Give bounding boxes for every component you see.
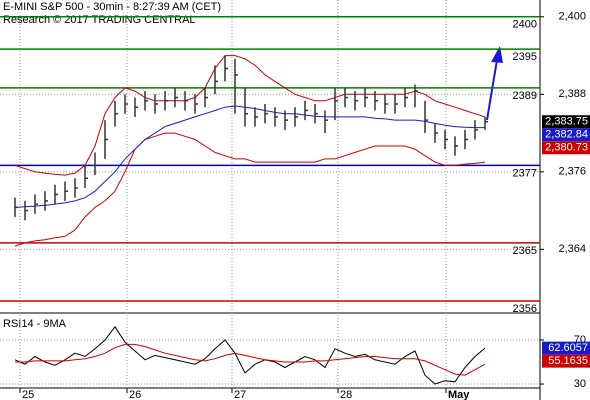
level-label: 2400: [513, 19, 537, 31]
last-value-box: [542, 354, 590, 368]
last-value-box: [542, 141, 590, 155]
series-line: [15, 343, 486, 376]
x-tick-label: 25: [22, 389, 34, 400]
arrow-head: [491, 46, 503, 63]
x-tick-label: May: [448, 389, 470, 400]
arrow-shaft: [486, 59, 498, 121]
y-tick-label: 2,400: [558, 11, 586, 23]
x-tick-label: 27: [234, 389, 246, 400]
last-value-label: 2,383.75: [545, 116, 588, 128]
last-value-label: 2,380.73: [545, 142, 588, 154]
y-tick-label: 2,364: [558, 243, 586, 255]
level-label: 2377: [513, 167, 537, 179]
last-value-label: 2,382.84: [545, 129, 588, 141]
last-value-box: [542, 341, 590, 355]
series-line: [14, 105, 485, 208]
level-label: 2389: [513, 90, 537, 102]
level-label: 2356: [513, 303, 537, 315]
series-line: [14, 325, 486, 385]
last-value-box: [542, 128, 590, 142]
forecast-arrow: [486, 46, 503, 121]
series-line: [14, 132, 486, 247]
last-value-label: 55.1635: [548, 355, 588, 367]
chart-subtitle: Research © 2017 TRADING CENTRAL: [3, 14, 196, 26]
rsi-title: RSI14 - 9MA: [3, 318, 67, 330]
y-tick-label: 2,376: [558, 166, 586, 178]
y-tick-label: 30: [574, 378, 586, 390]
x-tick-label: 26: [129, 389, 141, 400]
chart-title: E-MINI S&P 500 - 30min - 8:27:39 AM (CET…: [3, 1, 221, 13]
series-line: [14, 55, 486, 176]
y-tick-label: 2,388: [558, 88, 586, 100]
last-value-label: 62.6057: [548, 342, 588, 354]
x-tick-label: 28: [340, 389, 352, 400]
last-value-box: [542, 115, 590, 129]
level-label: 2395: [513, 51, 537, 63]
level-label: 2365: [513, 245, 537, 257]
